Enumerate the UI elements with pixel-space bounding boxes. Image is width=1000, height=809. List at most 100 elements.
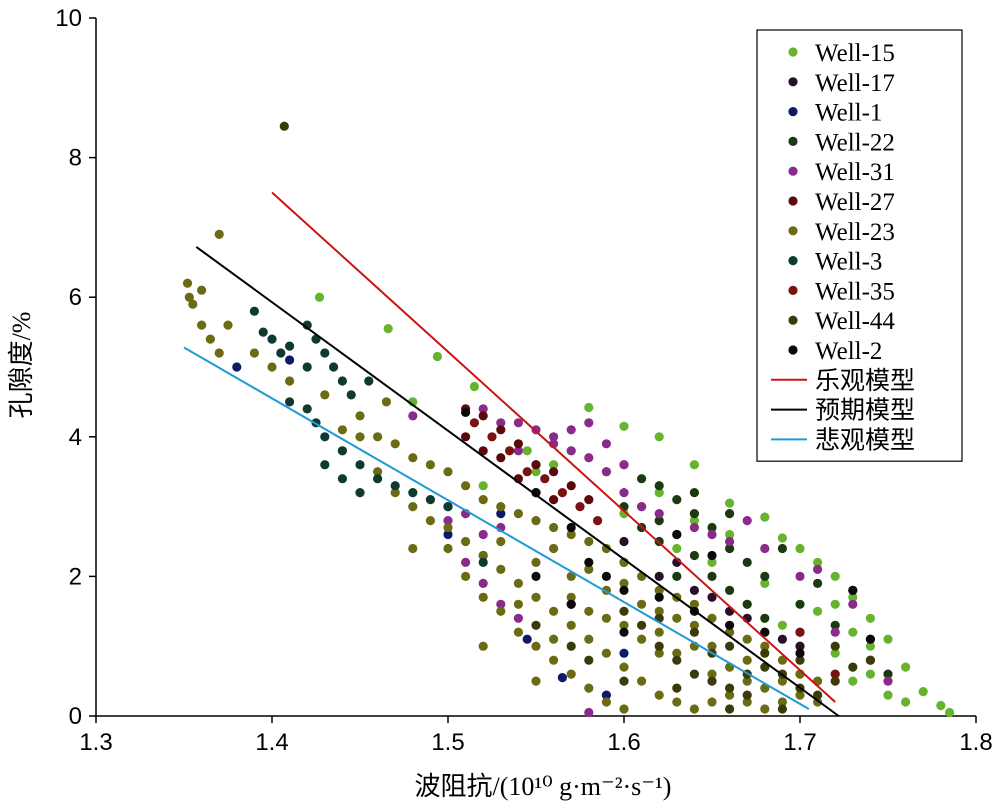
- data-point: [522, 634, 532, 644]
- model-line: [271, 191, 836, 703]
- series-well-2: [461, 407, 876, 658]
- legend-label: Well-27: [815, 189, 895, 216]
- data-point: [654, 641, 664, 651]
- data-point: [443, 543, 453, 554]
- data-point: [707, 557, 717, 568]
- data-point: [531, 620, 541, 630]
- data-point: [742, 697, 752, 707]
- data-point: [478, 641, 488, 651]
- data-point: [205, 334, 215, 344]
- data-point: [725, 529, 735, 540]
- data-point: [443, 529, 453, 540]
- data-point: [883, 676, 893, 686]
- data-point: [505, 446, 515, 456]
- data-point: [408, 411, 418, 421]
- data-point: [566, 529, 576, 540]
- data-point: [760, 648, 770, 658]
- data-point: [945, 707, 955, 718]
- data-point: [883, 669, 893, 679]
- data-point: [619, 421, 629, 431]
- data-point: [619, 536, 629, 547]
- data-point: [848, 627, 858, 637]
- data-point: [848, 662, 858, 672]
- legend-label: 预期模型: [815, 397, 915, 425]
- data-point: [373, 467, 383, 477]
- data-point: [575, 502, 585, 512]
- data-point: [496, 599, 506, 609]
- data-point: [531, 557, 541, 568]
- data-point: [584, 495, 594, 505]
- data-point: [654, 481, 664, 491]
- data-point: [742, 599, 752, 609]
- data-point: [707, 669, 717, 679]
- data-point: [390, 488, 400, 498]
- data-point: [443, 467, 453, 477]
- legend-label: Well-35: [815, 278, 895, 305]
- data-point: [478, 578, 488, 589]
- data-point: [654, 690, 664, 700]
- data-point: [795, 690, 805, 700]
- legend-box: [756, 29, 963, 462]
- data-point: [601, 571, 612, 582]
- data-point: [443, 502, 453, 512]
- data-point: [742, 690, 752, 700]
- data-point: [601, 697, 612, 707]
- data-point: [443, 522, 453, 533]
- data-point: [830, 648, 840, 658]
- data-point: [654, 585, 664, 596]
- data-point: [531, 641, 541, 651]
- data-point: [584, 564, 594, 575]
- legend-marker: [788, 166, 798, 176]
- data-point: [601, 613, 612, 623]
- data-point: [188, 299, 198, 309]
- data-point: [760, 627, 770, 637]
- data-point: [249, 348, 259, 358]
- data-point: [383, 324, 393, 334]
- data-point: [593, 516, 603, 526]
- data-point: [725, 641, 735, 651]
- data-point: [408, 488, 418, 498]
- data-point: [549, 467, 559, 477]
- data-point: [637, 474, 647, 484]
- data-point: [760, 512, 770, 522]
- data-point: [918, 687, 928, 697]
- series-well-23: [182, 229, 823, 714]
- data-point: [584, 536, 594, 547]
- y-tick-label: 2: [69, 563, 82, 590]
- data-point: [689, 508, 700, 519]
- data-point: [654, 508, 664, 519]
- data-point: [540, 474, 550, 484]
- data-point: [848, 585, 858, 596]
- data-point: [725, 704, 735, 714]
- data-point: [619, 508, 629, 519]
- data-point: [258, 327, 268, 337]
- legend-label: Well-23: [815, 219, 895, 246]
- data-point: [373, 432, 383, 442]
- data-point: [566, 522, 576, 533]
- data-point: [689, 460, 700, 470]
- data-point: [584, 557, 594, 568]
- data-point: [830, 599, 840, 609]
- data-point: [760, 543, 770, 554]
- legend-marker: [788, 107, 798, 117]
- data-point: [725, 620, 735, 630]
- data-point: [496, 508, 506, 519]
- data-point: [276, 348, 286, 358]
- data-point: [725, 508, 735, 519]
- data-point: [795, 641, 805, 651]
- data-point: [408, 453, 418, 463]
- data-point: [557, 488, 568, 498]
- data-point: [496, 502, 506, 512]
- data-point: [901, 662, 911, 672]
- data-point: [329, 362, 339, 372]
- data-point: [760, 571, 770, 582]
- data-point: [267, 362, 277, 372]
- data-point: [566, 481, 576, 491]
- data-point: [777, 620, 788, 630]
- data-point: [320, 460, 330, 470]
- legend-label: 悲观模型: [815, 426, 915, 454]
- data-point: [654, 627, 664, 637]
- data-point: [355, 488, 365, 498]
- data-point: [566, 669, 576, 679]
- data-point: [830, 620, 840, 630]
